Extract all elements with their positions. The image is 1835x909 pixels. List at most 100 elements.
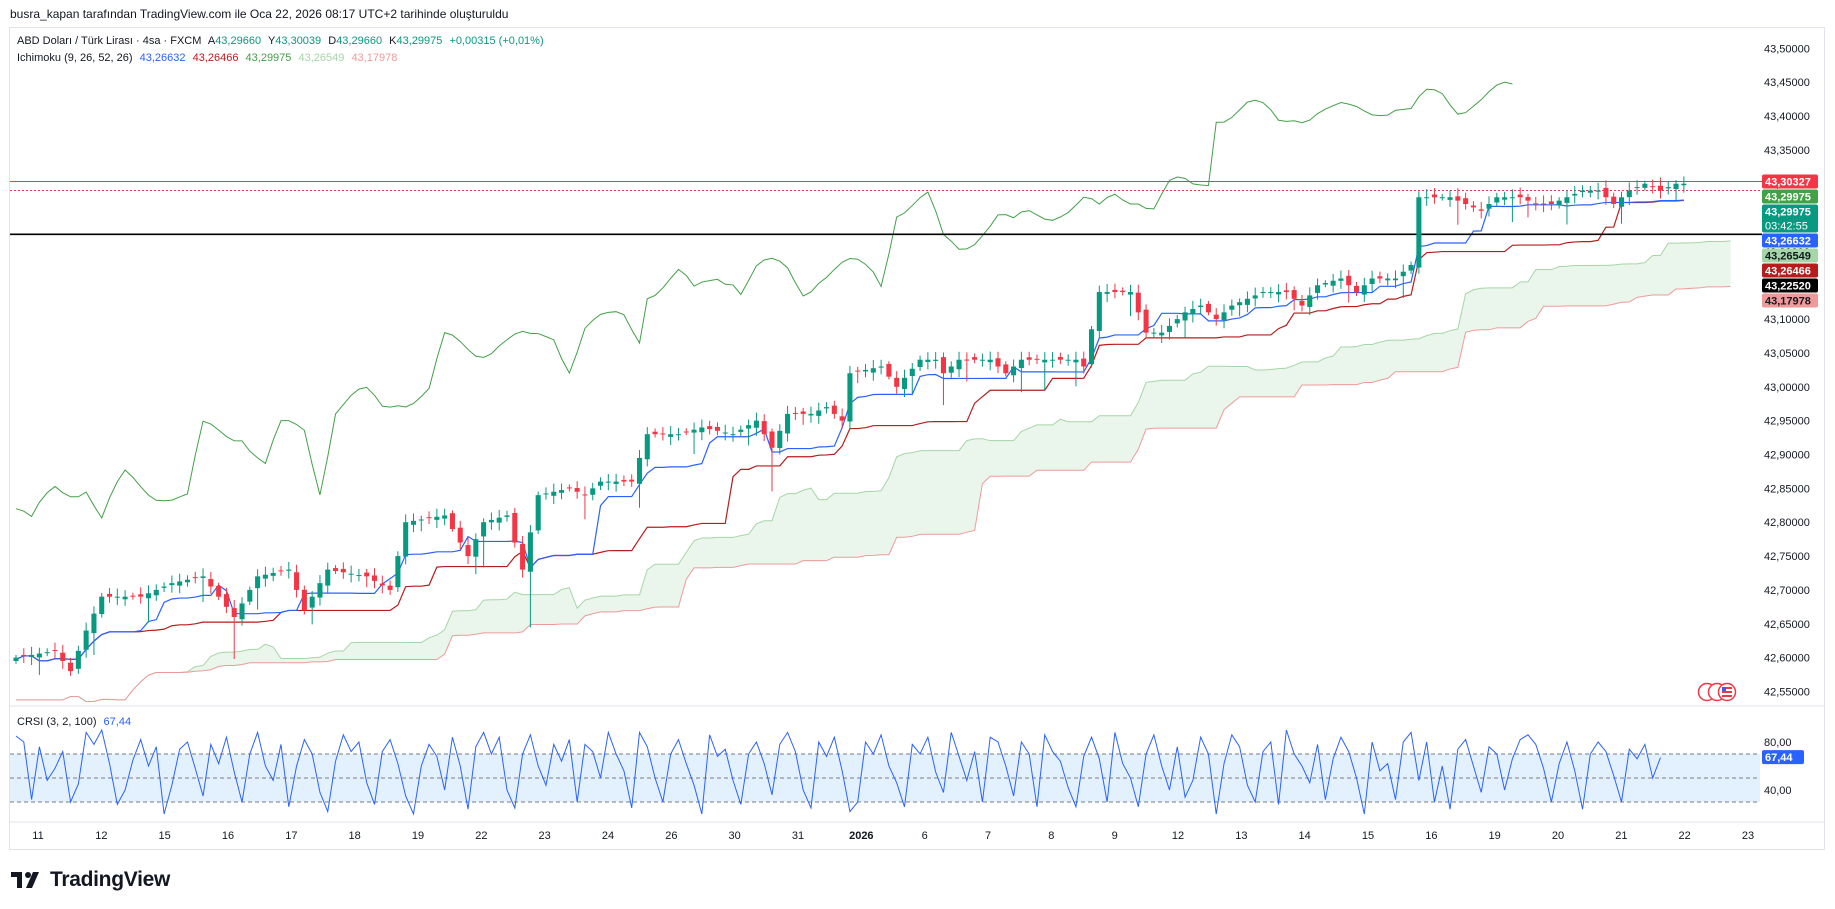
candle-body[interactable] (1283, 290, 1289, 293)
candle-body[interactable] (847, 373, 853, 422)
candle-body[interactable] (496, 517, 502, 523)
candle-body[interactable] (1642, 183, 1648, 188)
candle-body[interactable] (948, 366, 954, 373)
candle-body[interactable] (223, 594, 229, 607)
candle-body[interactable] (512, 512, 518, 543)
candle-body[interactable] (1650, 186, 1656, 188)
candle-body[interactable] (644, 434, 650, 460)
candle-body[interactable] (597, 481, 604, 486)
candle-body[interactable] (886, 363, 892, 377)
candle-body[interactable] (1034, 358, 1040, 360)
candle-body[interactable] (1494, 197, 1500, 203)
ichimoku-label[interactable]: Ichimoku (9, 26, 52, 26) (17, 52, 133, 64)
candle-body[interactable] (465, 545, 471, 557)
candle-body[interactable] (457, 527, 463, 543)
candle-body[interactable] (122, 596, 128, 600)
candle-body[interactable] (449, 513, 455, 529)
candle-body[interactable] (1127, 292, 1134, 295)
candle-body[interactable] (1252, 295, 1258, 299)
candle-body[interactable] (247, 589, 253, 602)
candle-body[interactable] (364, 572, 370, 577)
candle-body[interactable] (909, 368, 915, 376)
candle-body[interactable] (972, 357, 978, 360)
candle-body[interactable] (590, 488, 596, 495)
candle-body[interactable] (348, 573, 354, 575)
candle-body[interactable] (379, 583, 385, 586)
candle-body[interactable] (1634, 187, 1640, 189)
crsi-label[interactable]: CRSI (3, 2, 100) (17, 716, 97, 728)
candle-body[interactable] (1517, 194, 1523, 198)
candle-body[interactable] (543, 493, 549, 495)
candle-body[interactable] (730, 434, 736, 436)
candle-body[interactable] (738, 429, 744, 432)
candle-body[interactable] (636, 457, 643, 484)
candle-body[interactable] (1502, 197, 1508, 200)
candle-body[interactable] (1346, 275, 1352, 286)
candle-body[interactable] (831, 405, 837, 414)
candle-body[interactable] (1065, 359, 1071, 361)
candle-body[interactable] (1322, 283, 1328, 285)
candle-body[interactable] (1003, 364, 1009, 374)
candle-body[interactable] (520, 543, 526, 570)
candle-body[interactable] (964, 359, 970, 361)
candle-body[interactable] (44, 652, 50, 654)
candle-body[interactable] (153, 589, 159, 596)
candle-body[interactable] (1315, 285, 1321, 293)
candle-body[interactable] (1533, 203, 1539, 205)
candle-body[interactable] (1556, 200, 1562, 206)
candle-body[interactable] (566, 487, 572, 489)
candle-body[interactable] (722, 432, 728, 434)
candle-body[interactable] (262, 574, 268, 579)
candle-body[interactable] (68, 662, 74, 672)
candle-body[interactable] (83, 630, 89, 650)
candle-body[interactable] (1151, 332, 1157, 334)
candle-body[interactable] (894, 377, 900, 387)
candle-body[interactable] (933, 359, 939, 361)
candle-body[interactable] (169, 583, 175, 586)
flag-icon[interactable] (1697, 682, 1739, 702)
candle-body[interactable] (177, 581, 183, 586)
candle-body[interactable] (340, 568, 346, 573)
candle-body[interactable] (184, 579, 190, 583)
candle-body[interactable] (13, 657, 19, 661)
candle-body[interactable] (1416, 197, 1422, 268)
candle-body[interactable] (1104, 292, 1110, 294)
candle-body[interactable] (707, 426, 713, 430)
candle-body[interactable] (29, 654, 35, 657)
candle-body[interactable] (333, 568, 339, 571)
candle-body[interactable] (1268, 292, 1274, 294)
candle-body[interactable] (1463, 198, 1469, 205)
candle-body[interactable] (870, 368, 876, 373)
candle-body[interactable] (1096, 292, 1102, 331)
candle-body[interactable] (1400, 271, 1406, 277)
candle-body[interactable] (862, 369, 869, 372)
candle-body[interactable] (683, 431, 689, 433)
candle-body[interactable] (114, 596, 120, 598)
candle-body[interactable] (1439, 197, 1445, 199)
candle-body[interactable] (1478, 209, 1484, 211)
candle-body[interactable] (239, 603, 245, 620)
candle-body[interactable] (200, 576, 206, 578)
candle-body[interactable] (1135, 292, 1141, 313)
candle-body[interactable] (1431, 194, 1437, 198)
candle-body[interactable] (629, 479, 635, 482)
candle-body[interactable] (753, 420, 759, 428)
candle-body[interactable] (403, 522, 409, 557)
candle-body[interactable] (878, 366, 884, 368)
candle-body[interactable] (473, 539, 479, 557)
candle-body[interactable] (1120, 290, 1126, 293)
candle-body[interactable] (1330, 280, 1336, 286)
candle-body[interactable] (1011, 366, 1017, 376)
candle-body[interactable] (434, 516, 440, 520)
candle-body[interactable] (91, 613, 97, 634)
candle-body[interactable] (1603, 187, 1609, 198)
candle-body[interactable] (1541, 203, 1547, 205)
candle-body[interactable] (979, 359, 985, 361)
candle-body[interactable] (1564, 197, 1570, 203)
tradingview-logo[interactable]: TradingView (11, 868, 170, 892)
candle-body[interactable] (714, 426, 720, 431)
candle-body[interactable] (481, 522, 487, 537)
candle-body[interactable] (1299, 300, 1305, 306)
candle-body[interactable] (1081, 358, 1087, 367)
candle-body[interactable] (395, 556, 401, 588)
